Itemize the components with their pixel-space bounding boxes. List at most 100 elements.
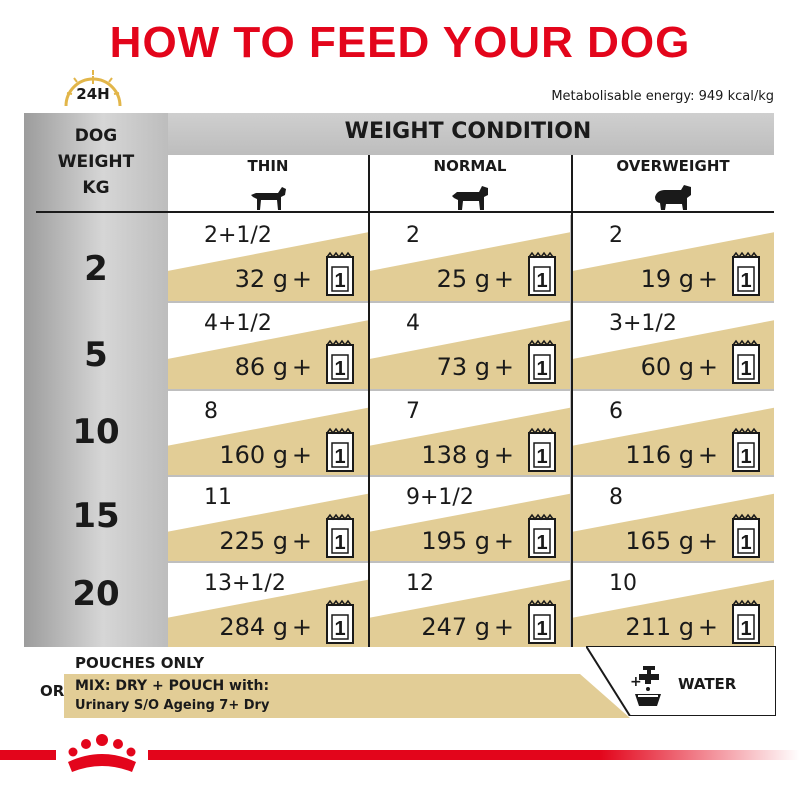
pouch-count: 10 <box>609 571 637 596</box>
dog-normal-icon <box>452 186 488 210</box>
or-label: OR <box>40 682 65 700</box>
pouch-icon-number: 1 <box>536 618 547 640</box>
pouch-icon: 1 <box>326 599 354 644</box>
clock-label: 24H <box>76 85 110 103</box>
plus-sign: + <box>291 527 312 555</box>
pouch-icon-number: 1 <box>334 532 345 554</box>
feeding-cell: 9+1/2 195 g +1 <box>370 477 570 561</box>
pouch-icon: 1 <box>732 599 760 644</box>
dry-grams: 25 g <box>436 265 490 293</box>
pouch-icon: 1 <box>326 427 354 472</box>
pouch-count: 4 <box>406 311 420 336</box>
pouch-icon: 1 <box>528 251 556 296</box>
dry-grams: 32 g <box>234 265 288 293</box>
dog-overweight-icon <box>655 185 691 210</box>
plus-sign: + <box>697 441 718 469</box>
row-weight-5: 5 <box>84 335 108 375</box>
pouch-icon-number: 1 <box>740 446 751 468</box>
pouch-icon: 1 <box>326 513 354 558</box>
water-label: WATER <box>678 675 737 693</box>
column-header-thin: THIN <box>247 157 289 175</box>
mix-label: MIX: DRY + POUCH with: <box>75 678 270 694</box>
column-header-normal: NORMAL <box>433 157 507 175</box>
row-weight-15: 15 <box>72 496 120 536</box>
water-tap-icon <box>635 666 661 706</box>
dry-grams: 73 g <box>436 353 490 381</box>
pouch-count: 3+1/2 <box>609 311 677 336</box>
brand-red-band <box>0 750 800 760</box>
pouch-icon-number: 1 <box>536 358 547 380</box>
mix-product: Urinary S/O Ageing 7+ Dry <box>75 698 270 713</box>
dry-grams: 138 g <box>421 441 490 469</box>
pouch-icon: 1 <box>528 599 556 644</box>
dry-grams: 165 g <box>625 527 694 555</box>
plus-sign: + <box>697 613 718 641</box>
row-weight-2: 2 <box>84 249 108 289</box>
dry-grams: 116 g <box>625 441 694 469</box>
dog-weight-header: DOG WEIGHT KG <box>24 123 168 201</box>
pouch-count: 2 <box>609 223 623 248</box>
pouch-count: 12 <box>406 571 434 596</box>
footer: POUCHES ONLY OR MIX: DRY + POUCH with: U… <box>0 646 800 756</box>
pouch-count: 11 <box>204 485 232 510</box>
feeding-cell: 8 160 g +1 <box>168 391 368 475</box>
pouch-icon: 1 <box>326 251 354 296</box>
pouch-icon-number: 1 <box>740 358 751 380</box>
plus-sign: + <box>493 527 514 555</box>
pouch-icon-number: 1 <box>536 446 547 468</box>
plus-sign: + <box>291 441 312 469</box>
pouch-icon-number: 1 <box>740 532 751 554</box>
dry-grams: 195 g <box>421 527 490 555</box>
pouch-icon: 1 <box>528 339 556 384</box>
feeding-cell: 3+1/2 60 g +1 <box>573 303 774 389</box>
dog-thin-icon <box>251 187 286 210</box>
dry-grams: 19 g <box>640 265 694 293</box>
dog-weight-header-line2: WEIGHT <box>57 152 135 172</box>
dry-grams: 60 g <box>640 353 694 381</box>
pouch-icon: 1 <box>732 513 760 558</box>
feeding-cell: 12 247 g +1 <box>370 563 570 647</box>
pouch-count: 4+1/2 <box>204 311 272 336</box>
clock-icon: 24H <box>60 66 126 110</box>
feeding-cell: 2 25 g +1 <box>370 215 570 301</box>
pouch-icon: 1 <box>528 427 556 472</box>
pouch-icon-number: 1 <box>740 618 751 640</box>
plus-sign: + <box>291 265 312 293</box>
pouch-icon-number: 1 <box>536 270 547 292</box>
feeding-cell: 2 19 g +1 <box>573 215 774 301</box>
dry-grams: 160 g <box>219 441 288 469</box>
feeding-cell: 4 73 g +1 <box>370 303 570 389</box>
dry-grams: 86 g <box>234 353 288 381</box>
royal-canin-crown-logo <box>56 728 148 780</box>
plus-sign: + <box>697 353 718 381</box>
pouch-icon-number: 1 <box>334 358 345 380</box>
pouch-icon-number: 1 <box>740 270 751 292</box>
pouch-count: 6 <box>609 399 623 424</box>
row-weight-10: 10 <box>72 412 120 452</box>
pouch-count: 9+1/2 <box>406 485 474 510</box>
pouch-icon: 1 <box>732 339 760 384</box>
water-box <box>586 646 776 716</box>
energy-label: Metabolisable energy: 949 kcal/kg <box>551 89 774 104</box>
dry-grams: 247 g <box>421 613 490 641</box>
pouch-count: 8 <box>609 485 623 510</box>
pouch-icon: 1 <box>326 339 354 384</box>
pouch-count: 2+1/2 <box>204 223 272 248</box>
dry-grams: 284 g <box>219 613 288 641</box>
feeding-cell: 4+1/2 86 g +1 <box>168 303 368 389</box>
pouch-icon: 1 <box>732 427 760 472</box>
pouch-icon: 1 <box>732 251 760 296</box>
dry-grams: 211 g <box>625 613 694 641</box>
water-plus: + <box>630 674 642 690</box>
plus-sign: + <box>493 265 514 293</box>
plus-sign: + <box>291 353 312 381</box>
pouches-only-label: POUCHES ONLY <box>75 654 205 672</box>
pouch-icon: 1 <box>528 513 556 558</box>
feeding-cell: 8 165 g +1 <box>573 477 774 561</box>
plus-sign: + <box>493 441 514 469</box>
pouch-icon-number: 1 <box>536 532 547 554</box>
pouch-count: 2 <box>406 223 420 248</box>
feeding-cell: 6 116 g +1 <box>573 391 774 475</box>
feeding-table: DOG WEIGHT KG WEIGHT CONDITION THIN NORM… <box>24 113 774 647</box>
feeding-cell: 10 211 g +1 <box>573 563 774 647</box>
